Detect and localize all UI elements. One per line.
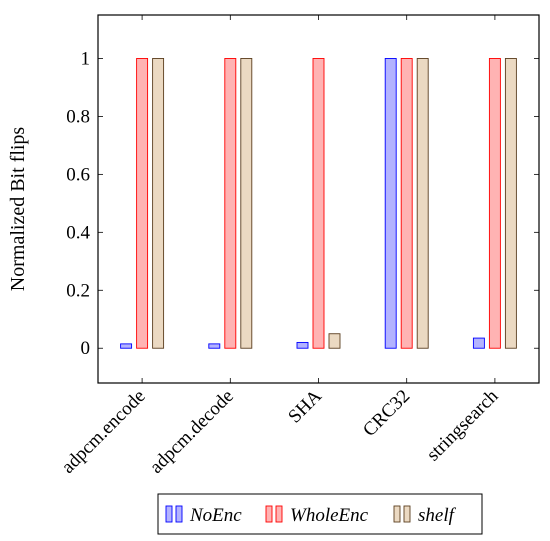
- bar-noenc-3: [384, 58, 397, 349]
- bar-wholeenc-3: [400, 58, 413, 349]
- y-tick-label: 0.8: [66, 106, 90, 127]
- legend-swatch-noenc: [165, 505, 173, 523]
- y-tick-label: 0.6: [66, 164, 90, 185]
- bar-shelf-0: [152, 58, 165, 349]
- legend-swatch-shelf: [403, 505, 411, 523]
- y-tick-label: 0.2: [66, 280, 90, 301]
- legend-box: [157, 493, 483, 535]
- bar-shelf-3: [416, 58, 429, 349]
- bar-wholeenc-0: [136, 58, 149, 349]
- bar-noenc-4: [472, 337, 485, 349]
- y-tick-label: 0: [81, 338, 91, 359]
- bar-noenc-0: [120, 343, 133, 349]
- legend-label-shelf: shelf: [418, 505, 457, 526]
- bar-shelf-1: [240, 58, 253, 349]
- legend-swatch-wholeenc: [275, 505, 283, 523]
- legend: NoEnc WholeEnc shelf: [157, 493, 483, 535]
- x-tick-label: adpcm.encode: [58, 386, 150, 478]
- bar-noenc-2: [296, 341, 309, 349]
- legend-swatch-wholeenc: [265, 505, 273, 523]
- x-tick-label: stringsearch: [423, 385, 503, 465]
- y-tick-label: 0.4: [66, 222, 90, 243]
- legend-label-wholeenc: WholeEnc: [290, 505, 369, 526]
- legend-label-noenc: NoEnc: [189, 505, 242, 526]
- x-tick-label: SHA: [284, 385, 326, 427]
- y-axis-label: Normalized Bit flips: [7, 127, 29, 292]
- bar-shelf-4: [504, 58, 517, 349]
- bar-shelf-2: [328, 333, 341, 349]
- y-axis-ticks: 0 0.2 0.4 0.6 0.8 1: [66, 48, 539, 359]
- y-tick-label: 1: [81, 48, 91, 69]
- legend-swatch-shelf: [393, 505, 401, 523]
- legend-swatch-noenc: [175, 505, 183, 523]
- bar-wholeenc-4: [488, 58, 501, 349]
- x-tick-label: CRC32: [359, 386, 414, 441]
- x-tick-label: adpcm.decode: [146, 386, 238, 478]
- bars: [120, 58, 517, 349]
- bar-wholeenc-2: [312, 58, 325, 349]
- bar-wholeenc-1: [224, 58, 237, 349]
- bar-noenc-1: [208, 343, 221, 349]
